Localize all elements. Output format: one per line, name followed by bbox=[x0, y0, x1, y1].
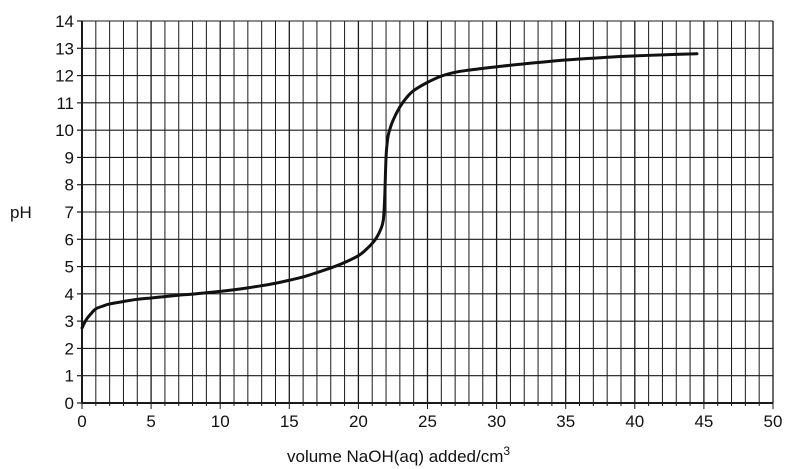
grid bbox=[77, 20, 774, 409]
y-tick-label: 6 bbox=[65, 230, 74, 249]
x-tick-label: 50 bbox=[764, 412, 783, 431]
y-tick-label: 2 bbox=[65, 339, 74, 358]
y-tick-label: 13 bbox=[55, 39, 74, 58]
y-axis-label: pH bbox=[10, 203, 32, 222]
x-tick-label: 35 bbox=[556, 412, 575, 431]
x-tick-label: 30 bbox=[487, 412, 506, 431]
titration-curve-line bbox=[80, 52, 699, 330]
x-tick-label: 40 bbox=[625, 412, 644, 431]
x-axis-label: volume NaOH(aq) added/cm3 bbox=[287, 444, 510, 466]
y-tick-label: 8 bbox=[65, 176, 74, 195]
x-tick-label: 0 bbox=[77, 412, 86, 431]
y-tick-label: 7 bbox=[65, 203, 74, 222]
y-tick-label: 9 bbox=[65, 148, 74, 167]
y-tick-label: 0 bbox=[65, 394, 74, 413]
y-tick-label: 4 bbox=[65, 285, 74, 304]
x-tick-label: 25 bbox=[418, 412, 437, 431]
y-tick-label: 3 bbox=[65, 312, 74, 331]
x-tick-label: 5 bbox=[146, 412, 155, 431]
y-tick-label: 1 bbox=[65, 367, 74, 386]
x-tick-label: 15 bbox=[280, 412, 299, 431]
y-tick-label: 5 bbox=[65, 258, 74, 277]
x-axis-label-superscript: 3 bbox=[503, 444, 510, 458]
x-tick-label: 20 bbox=[349, 412, 368, 431]
x-tick-label: 10 bbox=[211, 412, 230, 431]
x-tick-label: 45 bbox=[694, 412, 713, 431]
x-axis-label-text: volume NaOH(aq) added/cm bbox=[287, 447, 503, 466]
y-tick-label: 11 bbox=[56, 94, 74, 113]
y-tick-label: 14 bbox=[55, 12, 74, 31]
y-tick-label: 10 bbox=[55, 121, 74, 140]
y-tick-label: 12 bbox=[55, 67, 74, 86]
